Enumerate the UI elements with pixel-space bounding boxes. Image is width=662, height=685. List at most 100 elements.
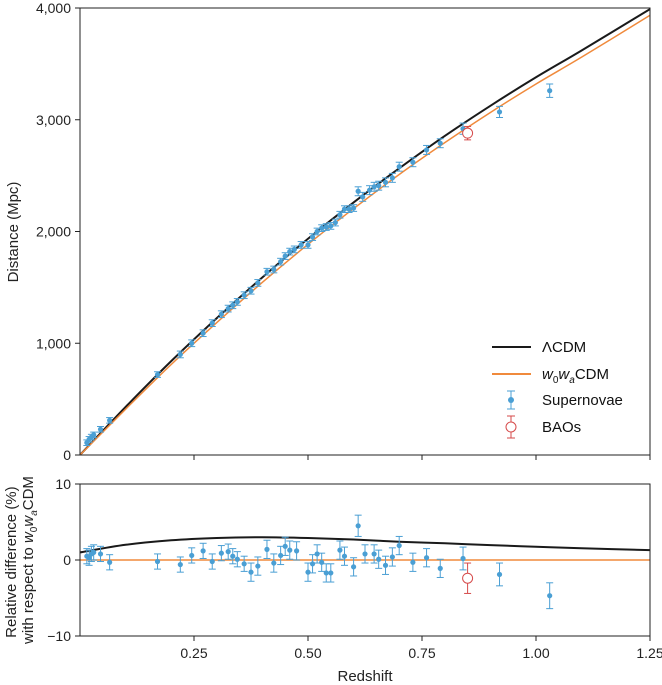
bottom-supernova-point xyxy=(313,544,321,564)
bottom-supernova-point xyxy=(336,540,344,560)
top-supernova-point xyxy=(254,279,262,287)
top-y-axis-label: Distance (Mpc) xyxy=(5,182,22,283)
top-supernova-point xyxy=(217,310,225,319)
top-y-tick-label: 0 xyxy=(63,447,71,463)
top-supernova-point xyxy=(354,186,362,197)
bottom-y-axis-label: Relative difference (%) with respect to … xyxy=(3,476,40,645)
x-axis-label: Redshift xyxy=(337,668,393,685)
top-supernova-point xyxy=(388,172,396,183)
bottom-supernova-point xyxy=(217,545,225,562)
top-plot-frame xyxy=(79,7,651,456)
top-supernova-point xyxy=(154,371,162,378)
top-supernova-point xyxy=(496,105,504,119)
bottom-axis-ticks: −10 0 10 0.25 0.50 0.75 1.00 1.25 xyxy=(47,476,662,661)
top-supernova-point xyxy=(188,339,196,348)
bottom-x-tick-label: 0.50 xyxy=(294,645,321,661)
bottom-supernova-point xyxy=(240,555,248,572)
top-supernova-point xyxy=(90,431,98,439)
legend-supernovae-swatch xyxy=(507,390,515,410)
bottom-supernova-point xyxy=(188,547,196,564)
top-w0wa-line xyxy=(80,14,650,455)
top-supernova-point xyxy=(263,267,271,276)
bottom-supernova-point xyxy=(309,554,317,574)
top-supernova-point xyxy=(290,245,298,254)
top-supernova-point xyxy=(97,426,105,433)
top-supernova-point xyxy=(336,210,344,219)
bottom-supernova-point xyxy=(409,552,417,572)
bottom-supernova-point xyxy=(423,548,431,568)
bottom-supernova-point xyxy=(304,562,312,582)
bottom-supernova-point xyxy=(254,556,262,576)
bottom-y-tick-label: 0 xyxy=(63,552,71,568)
bottom-supernova-point xyxy=(395,535,403,556)
bottom-supernova-point xyxy=(286,540,294,560)
top-supernova-point xyxy=(322,223,330,231)
bottom-supernova-point xyxy=(361,544,369,564)
top-y-tick-label: 1,000 xyxy=(36,335,71,351)
legend-w0wa-label: w0waCDM xyxy=(542,366,609,386)
bottom-supernova-point xyxy=(293,541,301,561)
top-supernova-point xyxy=(208,319,216,327)
top-supernova-point xyxy=(409,157,417,168)
bottom-supernova-point xyxy=(263,539,271,559)
bottom-supernova-point xyxy=(208,553,216,570)
bottom-supernova-point xyxy=(370,544,378,564)
bottom-supernova-point xyxy=(546,582,554,610)
bottom-plot-frame xyxy=(79,483,651,637)
top-supernova-point xyxy=(176,350,184,359)
top-supernova-point xyxy=(546,83,554,98)
top-supernova-point xyxy=(233,298,241,306)
bottom-bao-point xyxy=(462,562,474,594)
top-bao-point xyxy=(462,125,474,141)
top-supernova-point xyxy=(277,257,285,266)
bottom-supernova-point xyxy=(247,562,255,582)
top-y-ticks: 0 1,000 2,000 3,000 4,000 xyxy=(36,0,651,463)
top-data-points xyxy=(83,83,554,447)
bottom-panel: −10 0 10 0.25 0.50 0.75 1.00 1.25 Redshift Rela… xyxy=(3,476,662,685)
bottom-supernova-point xyxy=(176,556,184,573)
bottom-supernova-point xyxy=(281,536,289,556)
legend-bao-swatch xyxy=(505,415,517,439)
bottom-supernova-point xyxy=(459,546,467,571)
bottom-data-points xyxy=(83,514,554,610)
top-supernova-point xyxy=(345,205,353,214)
legend-lcdm-label: ΛCDM xyxy=(542,339,586,356)
bottom-supernova-point xyxy=(375,549,383,569)
bottom-supernova-point xyxy=(327,563,335,583)
top-supernova-point xyxy=(359,191,367,202)
legend-supernovae-label: Supernovae xyxy=(542,392,623,409)
legend-bao-label: BAOs xyxy=(542,419,581,436)
top-supernova-point xyxy=(382,177,390,188)
bottom-supernova-point xyxy=(318,552,326,572)
bottom-x-tick-label: 1.00 xyxy=(522,645,549,661)
top-y-tick-label: 3,000 xyxy=(36,112,71,128)
legend: ΛCDM w0waCDM Supernovae BAOs xyxy=(492,339,623,439)
bottom-supernova-point xyxy=(340,546,348,566)
top-supernova-point xyxy=(309,233,317,241)
top-panel: 0 1,000 2,000 3,000 4,000 Distance (Mpc) ΛCD… xyxy=(5,0,651,463)
bottom-supernova-point xyxy=(233,551,241,568)
top-supernova-point xyxy=(304,241,312,249)
bottom-supernova-point xyxy=(224,543,232,560)
top-lcdm-line xyxy=(80,8,650,455)
bottom-y-tick-label: 10 xyxy=(55,476,71,492)
bottom-lcdm-line xyxy=(80,536,650,554)
top-supernova-point xyxy=(106,417,114,424)
bottom-supernova-point xyxy=(382,555,390,575)
top-supernova-point xyxy=(318,224,326,232)
top-model-lines xyxy=(80,8,650,455)
bottom-supernova-point xyxy=(90,544,98,561)
bottom-x-tick-label: 0.25 xyxy=(180,645,207,661)
top-supernova-point xyxy=(423,144,431,155)
bottom-supernova-point xyxy=(436,558,444,578)
top-y-tick-label: 4,000 xyxy=(36,0,71,16)
top-supernova-point xyxy=(350,204,358,212)
top-supernova-point xyxy=(270,265,278,274)
top-supernova-point xyxy=(247,286,255,295)
top-supernova-point xyxy=(395,161,403,172)
bottom-supernova-point xyxy=(388,547,396,567)
bottom-supernova-point xyxy=(154,553,162,570)
bottom-supernova-point xyxy=(106,554,114,571)
top-supernova-point xyxy=(331,218,339,227)
